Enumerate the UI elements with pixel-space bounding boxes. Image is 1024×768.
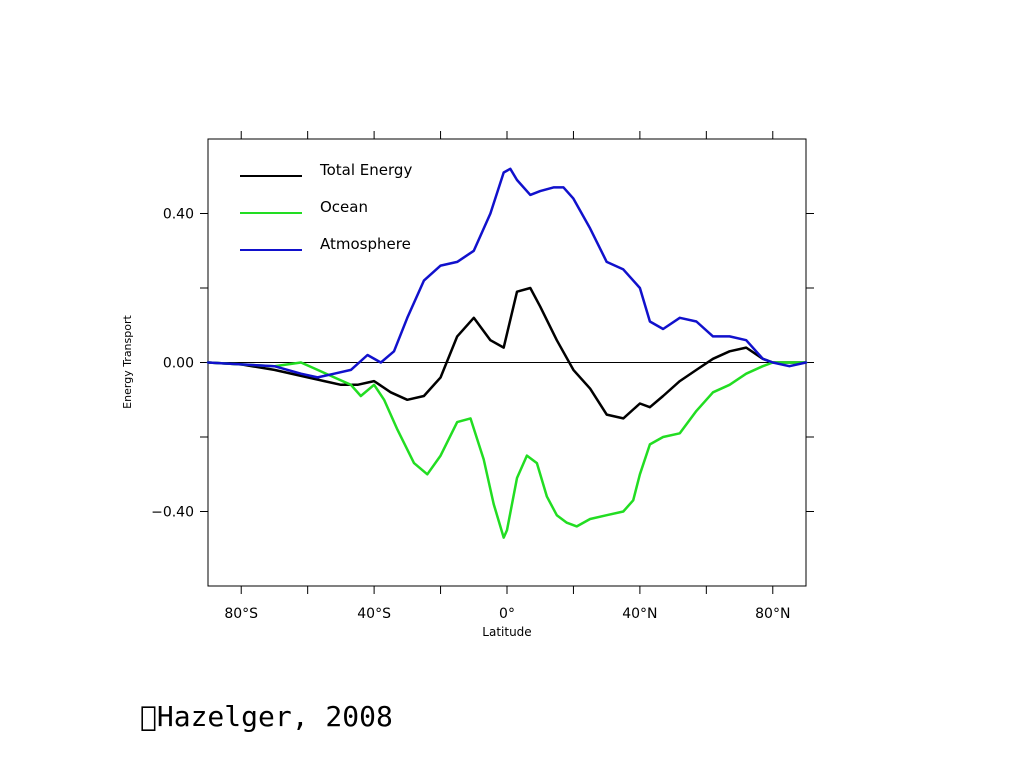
legend-label: Ocean [320, 198, 368, 216]
legend-label: Total Energy [319, 161, 412, 179]
series-line-total-energy [206, 286, 808, 420]
x-tick-label: 0° [499, 606, 515, 622]
legend-label: Atmosphere [320, 235, 411, 253]
series-line-atmosphere [206, 167, 808, 379]
y-tick-label: −0.40 [151, 505, 194, 521]
series-line-ocean [206, 361, 808, 539]
source-credit:  Hazelger, 2008 [140, 700, 393, 733]
x-tick-label: 40°S [357, 606, 391, 622]
y-axis-label: Energy Transport [121, 315, 134, 409]
x-axis-label: Latitude [482, 625, 531, 639]
x-tick-label: 80°N [755, 606, 790, 622]
y-tick-label: 0.40 [163, 207, 194, 223]
x-tick-label: 40°N [622, 606, 657, 622]
y-tick-label: 0.00 [163, 356, 194, 372]
x-tick-label: 80°S [224, 606, 258, 622]
